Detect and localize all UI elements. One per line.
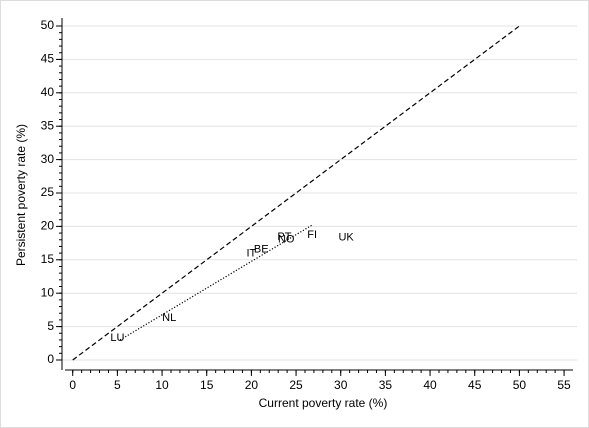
y-tick-label: 0: [47, 352, 54, 366]
x-tick-label: 10: [155, 378, 169, 392]
point-label: LU: [110, 332, 124, 344]
x-axis-title: Current poverty rate (%): [259, 396, 388, 410]
x-tick-label: 0: [69, 378, 76, 392]
x-tick-label: 20: [245, 378, 259, 392]
point-label: BE: [254, 244, 269, 256]
y-tick-label: 10: [41, 285, 55, 299]
y-tick-label: 50: [41, 18, 55, 32]
y-axis-title: Persistent poverty rate (%): [14, 124, 28, 266]
y-tick-label: 20: [41, 219, 55, 233]
x-tick-label: 40: [423, 378, 437, 392]
point-label: UK: [338, 232, 354, 244]
y-tick-label: 30: [41, 152, 55, 166]
y-tick-label: 40: [41, 85, 55, 99]
point-label: NL: [162, 312, 176, 324]
reference-line: [72, 25, 520, 361]
point-label: PT: [277, 231, 291, 243]
x-tick-label: 50: [513, 378, 527, 392]
x-tick-label: 35: [379, 378, 393, 392]
x-tick-label: 25: [289, 378, 303, 392]
y-tick-label: 25: [41, 185, 55, 199]
point-label: FI: [307, 229, 317, 241]
x-tick-label: 30: [334, 378, 348, 392]
reference-line: [119, 224, 313, 341]
y-tick-label: 45: [41, 52, 55, 66]
x-tick-label: 15: [200, 378, 214, 392]
y-tick-label: 5: [47, 319, 54, 333]
x-tick-label: 55: [557, 378, 571, 392]
point-label: IT: [247, 248, 257, 260]
y-tick-label: 35: [41, 118, 55, 132]
x-tick-label: 5: [114, 378, 121, 392]
x-tick-label: 45: [468, 378, 482, 392]
point-label: NO: [278, 234, 295, 246]
y-tick-label: 15: [41, 252, 55, 266]
